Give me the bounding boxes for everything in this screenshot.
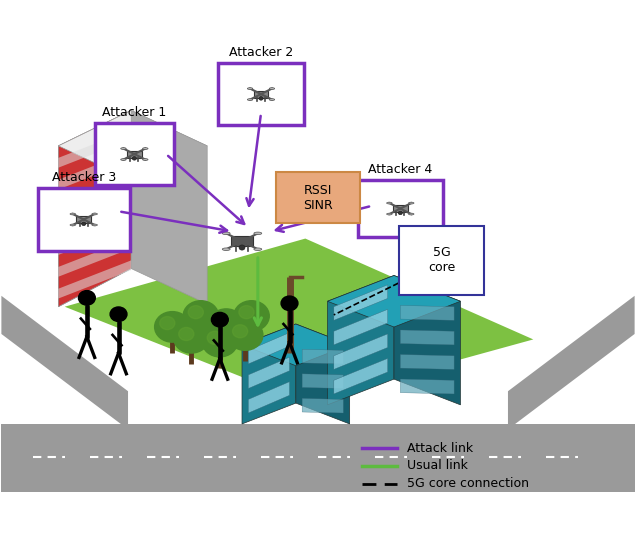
Ellipse shape	[92, 213, 97, 215]
Text: Attacker 1: Attacker 1	[102, 106, 167, 119]
Circle shape	[174, 323, 209, 353]
Circle shape	[259, 96, 263, 100]
Circle shape	[209, 309, 244, 339]
Circle shape	[234, 301, 269, 331]
Polygon shape	[328, 276, 460, 327]
FancyBboxPatch shape	[357, 180, 443, 237]
Circle shape	[228, 320, 263, 350]
Circle shape	[78, 290, 95, 305]
FancyBboxPatch shape	[399, 226, 484, 295]
Ellipse shape	[247, 99, 252, 100]
Bar	[254, 90, 268, 98]
Ellipse shape	[254, 232, 262, 235]
Ellipse shape	[408, 202, 414, 204]
Ellipse shape	[387, 213, 392, 215]
Circle shape	[183, 301, 219, 331]
Circle shape	[110, 307, 127, 322]
Polygon shape	[328, 276, 394, 405]
Ellipse shape	[121, 147, 126, 150]
Polygon shape	[248, 381, 289, 413]
Ellipse shape	[92, 224, 97, 226]
Ellipse shape	[142, 159, 148, 161]
Polygon shape	[59, 129, 131, 168]
Polygon shape	[394, 276, 460, 405]
FancyBboxPatch shape	[38, 188, 130, 251]
Polygon shape	[59, 111, 207, 181]
Polygon shape	[248, 357, 289, 389]
Circle shape	[207, 331, 223, 344]
Polygon shape	[59, 173, 131, 212]
Polygon shape	[334, 358, 388, 394]
Ellipse shape	[70, 213, 76, 215]
Circle shape	[179, 328, 194, 340]
Ellipse shape	[269, 99, 275, 100]
Circle shape	[160, 317, 175, 329]
Polygon shape	[302, 374, 343, 389]
Polygon shape	[59, 111, 131, 307]
Ellipse shape	[121, 159, 126, 161]
Polygon shape	[242, 324, 296, 424]
Circle shape	[398, 211, 403, 215]
Circle shape	[239, 306, 254, 319]
Bar	[127, 151, 142, 158]
Polygon shape	[508, 296, 635, 430]
Bar	[393, 205, 408, 212]
Ellipse shape	[142, 147, 148, 150]
Circle shape	[214, 314, 229, 327]
Polygon shape	[65, 238, 534, 402]
Polygon shape	[59, 195, 131, 233]
Polygon shape	[296, 324, 350, 424]
Polygon shape	[334, 310, 388, 345]
FancyBboxPatch shape	[218, 62, 304, 125]
Ellipse shape	[269, 88, 275, 89]
Circle shape	[233, 325, 247, 338]
Polygon shape	[400, 330, 454, 345]
Circle shape	[188, 306, 204, 319]
Text: 5G
core: 5G core	[428, 247, 455, 275]
Circle shape	[81, 222, 86, 226]
Polygon shape	[400, 379, 454, 394]
Polygon shape	[302, 398, 343, 413]
Polygon shape	[131, 111, 207, 304]
Polygon shape	[59, 238, 131, 277]
Polygon shape	[334, 285, 388, 321]
Ellipse shape	[222, 248, 230, 250]
Circle shape	[281, 296, 298, 311]
Polygon shape	[242, 324, 350, 366]
Polygon shape	[59, 260, 131, 299]
Polygon shape	[1, 424, 635, 492]
Circle shape	[155, 312, 190, 342]
Bar	[76, 216, 91, 223]
Text: Attacker 4: Attacker 4	[368, 163, 432, 176]
FancyBboxPatch shape	[95, 123, 174, 185]
Circle shape	[132, 157, 136, 160]
Ellipse shape	[254, 248, 262, 250]
Polygon shape	[59, 111, 131, 307]
Text: Attacker 2: Attacker 2	[229, 46, 293, 59]
Text: 5G core connection: 5G core connection	[406, 477, 529, 490]
Polygon shape	[59, 217, 131, 255]
Text: Attacker 3: Attacker 3	[52, 172, 116, 184]
Ellipse shape	[222, 232, 230, 235]
Bar	[232, 236, 252, 247]
Text: RSSI
SINR: RSSI SINR	[303, 184, 333, 212]
Polygon shape	[400, 355, 454, 369]
Text: Usual link: Usual link	[406, 459, 467, 472]
Circle shape	[202, 327, 238, 357]
Circle shape	[211, 312, 228, 327]
Polygon shape	[400, 305, 454, 321]
Polygon shape	[302, 349, 343, 364]
Ellipse shape	[70, 224, 76, 226]
Polygon shape	[248, 333, 289, 364]
Ellipse shape	[387, 202, 392, 204]
Ellipse shape	[408, 213, 414, 215]
FancyBboxPatch shape	[275, 172, 361, 223]
Text: Attack link: Attack link	[406, 442, 473, 455]
Polygon shape	[59, 151, 131, 190]
Polygon shape	[1, 296, 128, 430]
Circle shape	[239, 245, 245, 250]
Ellipse shape	[247, 88, 252, 89]
Polygon shape	[334, 334, 388, 369]
